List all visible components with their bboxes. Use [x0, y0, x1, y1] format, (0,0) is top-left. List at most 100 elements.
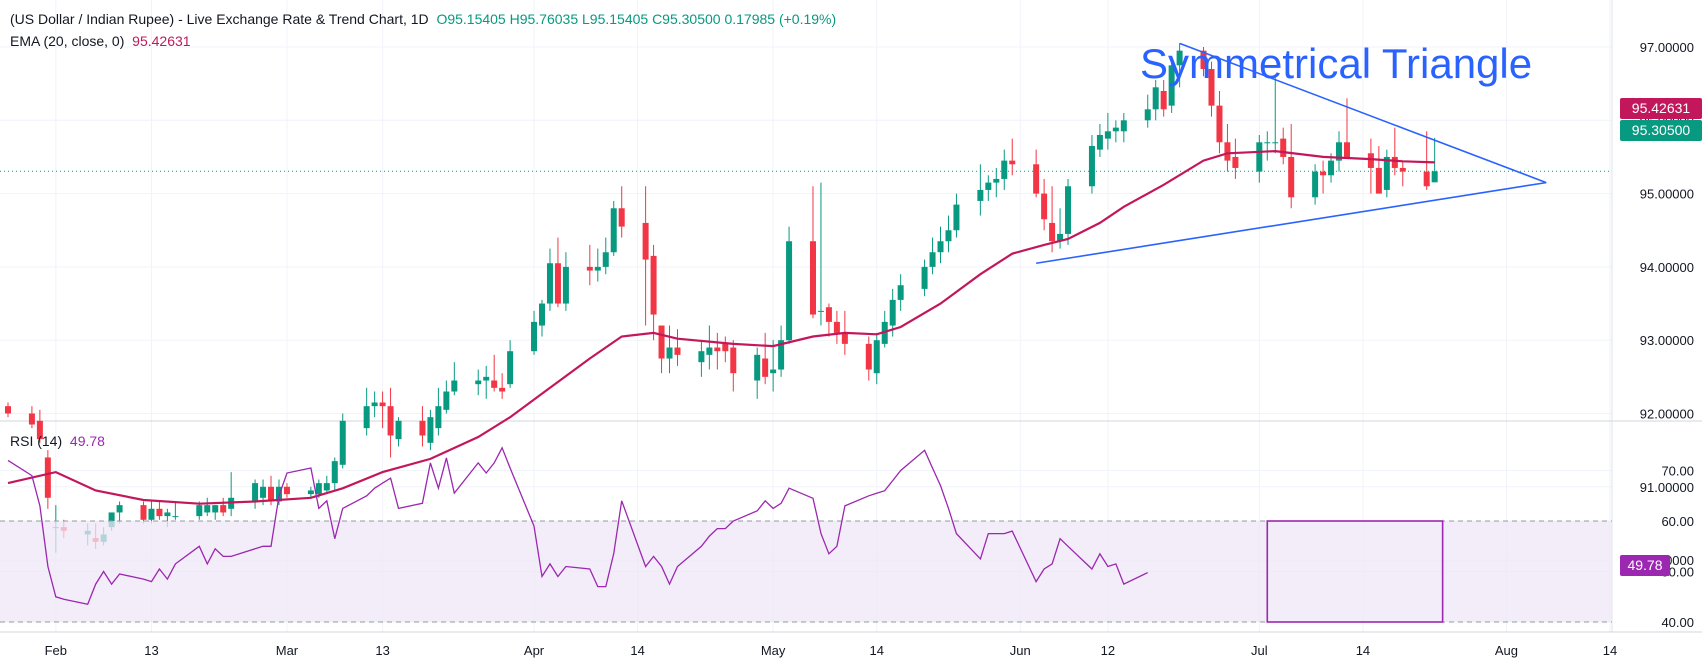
candle: [435, 387, 442, 436]
candle-body: [786, 241, 793, 341]
candle-body: [618, 208, 625, 227]
candle-body: [1224, 142, 1231, 161]
candle-body: [116, 505, 123, 513]
candle: [666, 325, 673, 374]
candle: [993, 167, 1000, 198]
candle: [491, 354, 498, 392]
candle-body: [475, 380, 482, 385]
candle: [1391, 127, 1398, 176]
candle: [1375, 145, 1382, 194]
rsi-legend[interactable]: RSI (14) 49.78: [10, 433, 105, 449]
ema-price-tag: 95.42631: [1620, 98, 1702, 119]
candle-body: [937, 241, 944, 253]
candle: [499, 373, 506, 399]
candle-body: [658, 325, 665, 359]
candle-body: [889, 299, 896, 326]
candle: [762, 332, 769, 385]
candle: [1256, 134, 1263, 183]
candle: [275, 479, 282, 506]
candle-body: [499, 387, 506, 392]
candle-body: [363, 406, 370, 429]
candle: [618, 186, 625, 238]
candle-body: [754, 354, 761, 381]
candle-body: [539, 303, 545, 326]
time-axis-label: 13: [375, 643, 389, 658]
candle-body: [1383, 156, 1390, 190]
ema-legend[interactable]: EMA (20, close, 0) 95.42631: [10, 33, 191, 49]
candle: [642, 186, 649, 326]
candle: [1423, 131, 1430, 190]
candle: [1264, 131, 1271, 161]
candle-body: [674, 347, 681, 355]
candle: [778, 325, 785, 377]
price-axis-label: 97.00000: [1640, 40, 1694, 55]
candle-body: [706, 347, 713, 355]
candle-body: [897, 285, 904, 300]
candle: [36, 409, 43, 443]
candle: [387, 387, 394, 458]
time-axis-label: 13: [144, 643, 158, 658]
candle-body: [730, 347, 737, 374]
candle-body: [1280, 138, 1287, 157]
candle-body: [1009, 160, 1016, 165]
candle-body: [1208, 68, 1215, 106]
candle: [1320, 160, 1327, 194]
time-axis-label: Jul: [1251, 643, 1268, 658]
candle: [1367, 138, 1374, 194]
candle-body: [212, 505, 219, 513]
candle: [602, 237, 609, 275]
candle-body: [443, 391, 450, 410]
candle: [1104, 112, 1111, 150]
candle: [825, 303, 832, 337]
candle-body: [602, 252, 609, 267]
close-price-tag: 95.30500: [1620, 120, 1702, 141]
candle: [929, 237, 936, 275]
time-axis-label: 14: [1356, 643, 1370, 658]
candle-body: [1431, 171, 1438, 183]
candle-body: [1216, 105, 1223, 143]
candle-body: [307, 490, 314, 495]
candle: [483, 365, 490, 399]
candle-body: [339, 420, 346, 465]
candle-body: [1160, 90, 1167, 110]
candle-body: [172, 516, 179, 518]
candle: [323, 475, 330, 495]
candle: [698, 340, 705, 377]
candle: [451, 362, 458, 396]
candle: [1232, 138, 1239, 179]
candle-body: [921, 266, 928, 289]
candle: [44, 450, 51, 509]
candle: [1399, 160, 1406, 187]
candle: [817, 182, 824, 326]
candle: [156, 501, 163, 520]
candle-body: [642, 222, 649, 260]
candle-body: [554, 263, 561, 304]
price-axis-label: 91.00000: [1640, 480, 1694, 495]
candle-body: [44, 457, 51, 498]
candle-body: [220, 505, 227, 513]
candle: [379, 391, 386, 429]
candle-body: [722, 343, 729, 352]
candle: [363, 387, 370, 436]
candle-body: [1328, 160, 1335, 176]
candle-body: [435, 406, 442, 429]
candle-body: [1391, 156, 1398, 168]
candle: [1033, 149, 1040, 198]
candle-body: [1057, 233, 1064, 242]
candle-body: [1144, 109, 1151, 121]
candle: [475, 369, 482, 396]
candle: [554, 237, 561, 308]
rsi-highlight-box: [1266, 520, 1444, 623]
candle: [1343, 98, 1350, 157]
candle-body: [1120, 120, 1127, 132]
candle-body: [953, 204, 960, 231]
pattern-annotation[interactable]: Symmetrical Triangle: [1140, 40, 1533, 87]
candle-body: [929, 252, 936, 267]
price-axis-label: 95.00000: [1640, 187, 1694, 202]
candle: [1280, 127, 1287, 165]
candle-body: [204, 505, 211, 513]
triangle-upper-trendline: [1179, 42, 1547, 184]
candle-body: [252, 483, 259, 502]
candle-body: [1176, 50, 1183, 66]
